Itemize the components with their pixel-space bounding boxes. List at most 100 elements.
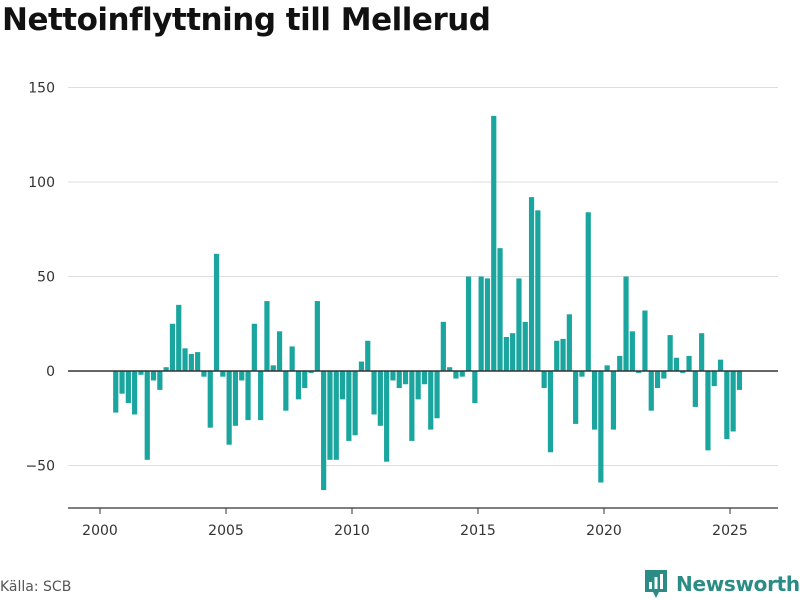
bar xyxy=(201,371,207,377)
bar xyxy=(654,371,661,389)
bar xyxy=(736,371,743,390)
bar xyxy=(699,333,705,371)
bar xyxy=(232,371,239,426)
bar xyxy=(541,371,547,389)
bar xyxy=(478,276,484,371)
y-tick-label: 50 xyxy=(37,270,55,286)
bar xyxy=(522,321,528,371)
brand-name: Newsworthy xyxy=(676,572,800,596)
source-note: Källa: SCB xyxy=(0,579,72,595)
bar xyxy=(484,278,491,371)
bar xyxy=(409,371,415,441)
bar xyxy=(251,323,257,371)
bar xyxy=(673,357,680,371)
bar xyxy=(692,371,698,407)
bar xyxy=(667,335,673,371)
bar xyxy=(636,371,642,373)
bar xyxy=(283,371,289,411)
bar xyxy=(711,371,717,387)
bar xyxy=(276,331,283,371)
bar xyxy=(144,371,150,460)
bar xyxy=(220,371,226,377)
bar xyxy=(302,371,308,389)
bar xyxy=(213,253,220,371)
bar xyxy=(642,310,648,371)
bar xyxy=(182,348,188,371)
bar xyxy=(119,371,125,394)
bar xyxy=(245,371,251,421)
bar xyxy=(226,371,232,445)
bar xyxy=(352,371,358,436)
bar xyxy=(396,371,402,389)
bar xyxy=(491,115,497,371)
bar xyxy=(661,371,667,379)
bar xyxy=(384,371,390,462)
bar xyxy=(132,371,138,415)
x-tick-label: 2005 xyxy=(208,523,244,539)
bar xyxy=(528,197,535,371)
bar xyxy=(686,355,692,371)
newsworthy-logo-icon xyxy=(645,570,667,598)
bar xyxy=(365,340,371,371)
x-tick-label: 2025 xyxy=(712,523,748,539)
bar xyxy=(585,212,591,371)
y-tick-label: −50 xyxy=(25,459,55,475)
bar xyxy=(258,371,264,421)
bar xyxy=(321,371,327,491)
bar xyxy=(459,371,465,377)
bar xyxy=(176,304,182,371)
bar xyxy=(157,371,163,390)
bar xyxy=(308,371,314,373)
bar xyxy=(169,323,176,371)
bar xyxy=(113,371,119,413)
bar xyxy=(207,371,213,428)
bar xyxy=(623,276,629,371)
bar xyxy=(447,367,453,371)
y-axis-tick-labels: 150 100 50 0 −50 xyxy=(25,81,55,475)
bar xyxy=(239,371,245,381)
bar xyxy=(591,371,598,430)
bar xyxy=(434,371,440,419)
bar xyxy=(195,352,201,371)
bar xyxy=(358,361,365,371)
y-tick-label: 100 xyxy=(28,175,55,191)
bar xyxy=(270,365,276,371)
bar xyxy=(465,276,472,371)
bar xyxy=(503,336,509,371)
bar xyxy=(629,331,635,371)
bar xyxy=(339,371,346,400)
y-tick-label: 150 xyxy=(28,81,55,97)
bar xyxy=(724,371,730,440)
bar xyxy=(554,340,560,371)
bar xyxy=(560,338,566,371)
bar xyxy=(314,301,320,371)
bar xyxy=(428,371,434,430)
bar xyxy=(421,371,428,385)
bar xyxy=(188,353,194,371)
bar xyxy=(680,371,686,373)
bar xyxy=(264,301,270,371)
bar xyxy=(730,371,736,432)
bar xyxy=(377,371,383,426)
y-tick-label: 0 xyxy=(46,364,55,380)
bar xyxy=(610,371,617,430)
bar xyxy=(371,371,377,415)
bar-chart: 150 100 50 0 −50 2000 2005 2010 2015 2020 2025 xyxy=(25,81,778,539)
bar xyxy=(289,346,295,371)
brand-logo[interactable]: Newsworthy xyxy=(644,569,800,599)
bar xyxy=(402,371,409,385)
bar xyxy=(579,371,585,377)
bar xyxy=(453,371,459,379)
bar xyxy=(516,278,522,371)
bar xyxy=(346,371,352,441)
x-tick-label: 2000 xyxy=(82,523,118,539)
bar xyxy=(648,371,654,411)
bar xyxy=(163,367,169,371)
bar xyxy=(390,371,396,381)
bar xyxy=(717,359,724,371)
bar xyxy=(440,321,446,371)
bar xyxy=(566,314,572,371)
bar xyxy=(604,365,610,371)
bar xyxy=(497,248,503,371)
bar xyxy=(573,371,579,424)
